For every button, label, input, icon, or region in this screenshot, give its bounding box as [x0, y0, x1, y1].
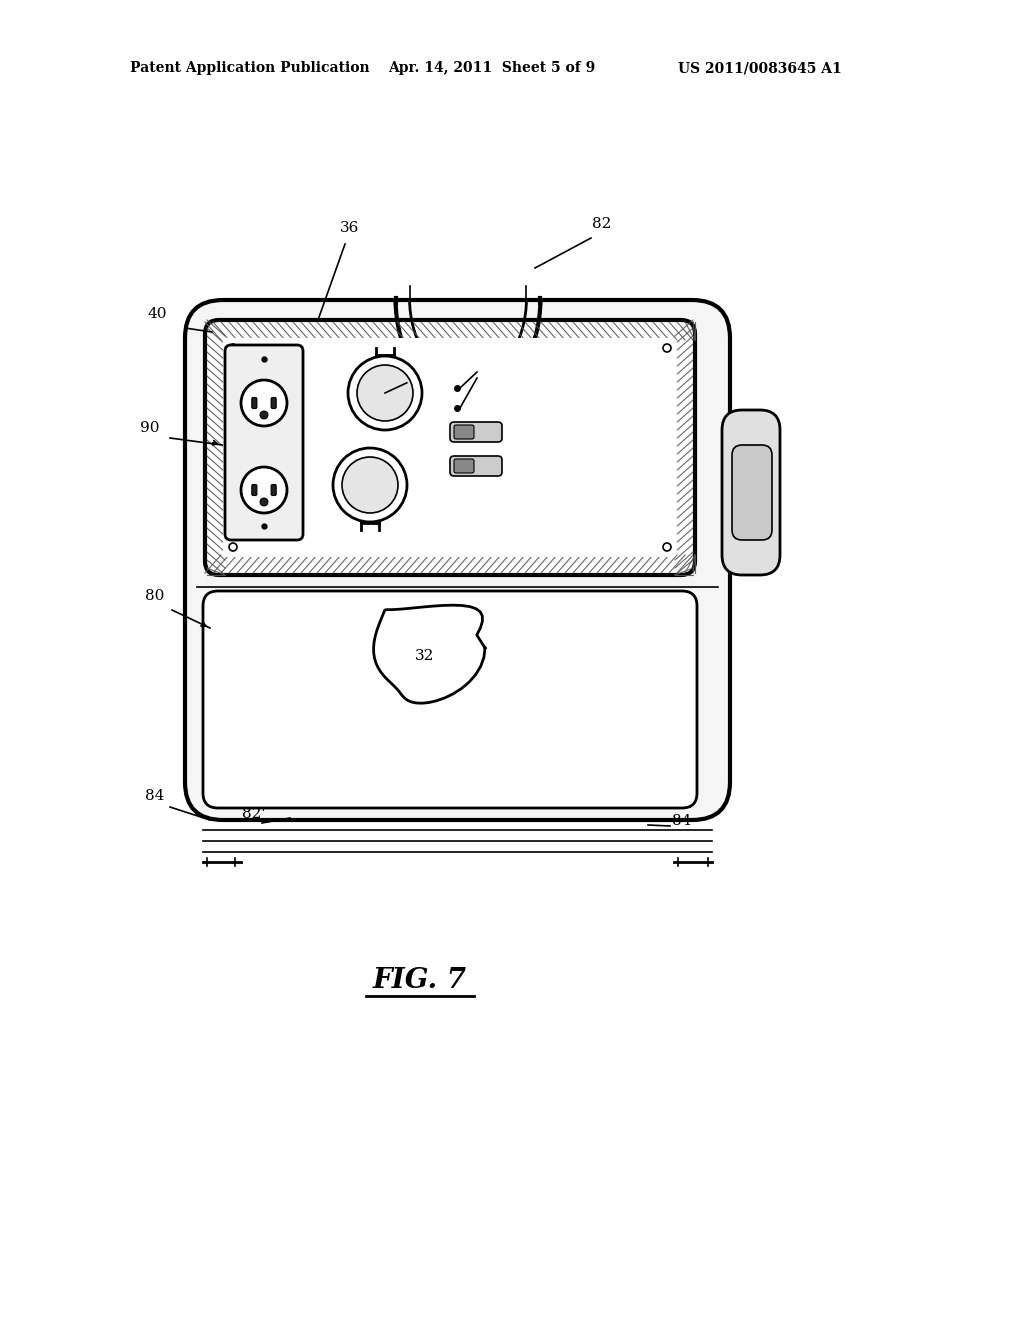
FancyBboxPatch shape — [454, 425, 474, 440]
FancyBboxPatch shape — [450, 455, 502, 477]
Circle shape — [357, 366, 413, 421]
Circle shape — [260, 411, 268, 418]
FancyBboxPatch shape — [271, 484, 276, 495]
Text: Apr. 14, 2011  Sheet 5 of 9: Apr. 14, 2011 Sheet 5 of 9 — [388, 61, 595, 75]
FancyBboxPatch shape — [450, 422, 502, 442]
Circle shape — [260, 498, 268, 506]
Circle shape — [342, 457, 398, 513]
Circle shape — [241, 380, 287, 426]
FancyBboxPatch shape — [732, 445, 772, 540]
Text: 40: 40 — [148, 308, 168, 321]
Text: 84: 84 — [145, 789, 165, 803]
FancyBboxPatch shape — [252, 397, 257, 408]
Circle shape — [241, 467, 287, 513]
Circle shape — [348, 356, 422, 430]
Text: 82: 82 — [592, 216, 611, 231]
Circle shape — [333, 447, 407, 521]
FancyBboxPatch shape — [271, 397, 276, 408]
FancyBboxPatch shape — [252, 484, 257, 495]
Text: 92: 92 — [479, 355, 499, 370]
Text: 80: 80 — [145, 589, 165, 603]
Text: 82': 82' — [242, 807, 265, 821]
Text: US 2011/0083645 A1: US 2011/0083645 A1 — [678, 61, 842, 75]
Text: 32: 32 — [415, 649, 434, 663]
FancyBboxPatch shape — [722, 411, 780, 576]
FancyBboxPatch shape — [205, 319, 695, 576]
FancyBboxPatch shape — [185, 300, 730, 820]
FancyBboxPatch shape — [223, 338, 677, 557]
Text: FIG. 7: FIG. 7 — [373, 966, 467, 994]
Text: 90: 90 — [140, 421, 160, 436]
FancyBboxPatch shape — [454, 459, 474, 473]
Text: 84: 84 — [672, 814, 691, 828]
Text: 36: 36 — [340, 220, 359, 235]
Text: Patent Application Publication: Patent Application Publication — [130, 61, 370, 75]
FancyBboxPatch shape — [225, 345, 303, 540]
FancyBboxPatch shape — [203, 591, 697, 808]
